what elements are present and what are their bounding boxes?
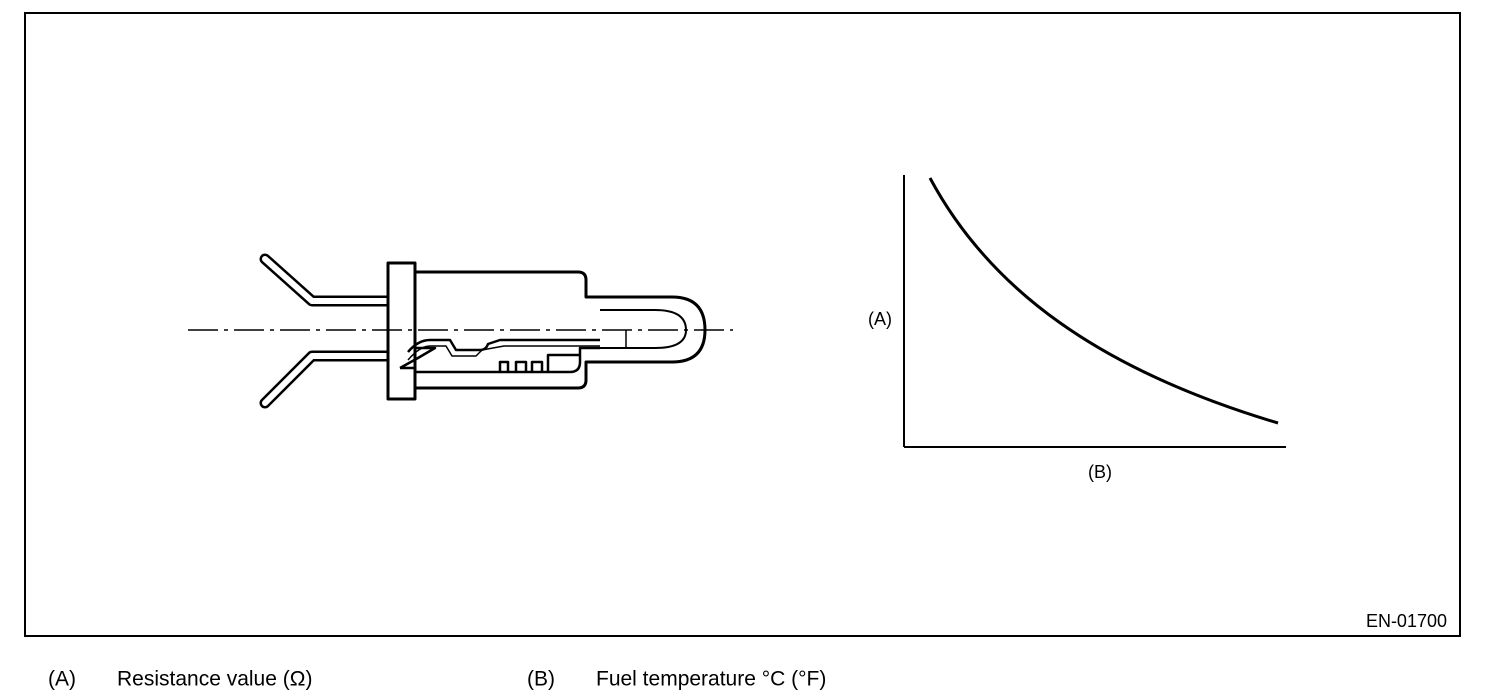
axis-label-b: (B) — [1088, 462, 1112, 482]
sensor-drawing — [188, 253, 733, 409]
resistance-curve — [928, 177, 1279, 425]
legend-text: Fuel temperature °C (°F) — [596, 668, 826, 691]
figure-id: EN-01700 — [1366, 611, 1447, 631]
legend-key: (B) — [527, 668, 555, 691]
legend-key: (A) — [48, 668, 76, 691]
figure-frame — [24, 12, 1461, 637]
characteristic-graph — [903, 175, 1286, 448]
axis-label-a: (A) — [868, 309, 892, 329]
legend-text: Resistance value (Ω) — [117, 668, 312, 691]
